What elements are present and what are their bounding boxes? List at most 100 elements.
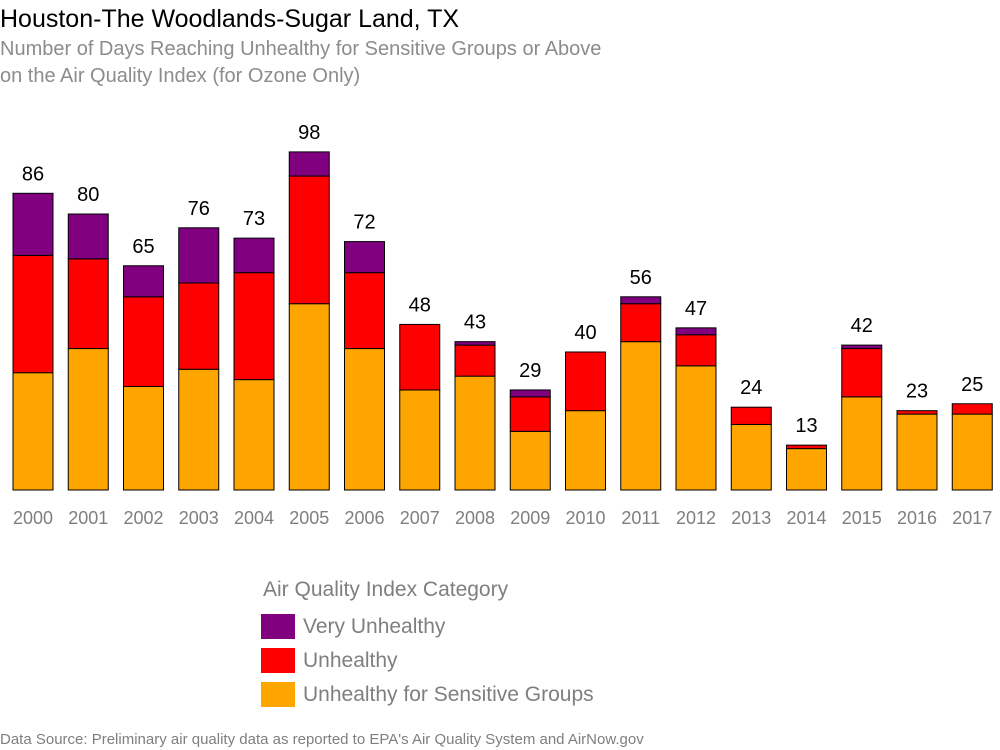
- bar-2014-series-0: [786, 448, 827, 491]
- bar-2015-series-1: [841, 348, 883, 398]
- bar-2012-series-2: [675, 327, 717, 336]
- total-label-2015: 42: [851, 315, 873, 337]
- bar-2008-series-1: [454, 344, 496, 377]
- total-label-2009: 29: [519, 360, 541, 382]
- legend-items: Very Unhealthy Unhealthy Unhealthy for Sen…: [261, 614, 594, 707]
- x-tick-label-2004: 2004: [234, 508, 274, 528]
- legend-label-2: Unhealthy for Sensitive Groups: [303, 683, 594, 706]
- bar-2003-series-0: [178, 368, 220, 491]
- legend-label-1: Unhealthy: [303, 649, 398, 672]
- bar-2017-series-1: [951, 403, 993, 415]
- bar-2011-series-0: [620, 341, 662, 491]
- bar-2011-series-2: [620, 296, 662, 305]
- chart-subtitle-line-1: Number of Days Reaching Unhealthy for Se…: [0, 38, 601, 60]
- bar-2003-series-2: [178, 227, 220, 284]
- legend-swatch-1: [261, 648, 295, 673]
- bar-2016-series-0: [896, 413, 938, 491]
- bar-2001-series-0: [67, 348, 109, 491]
- x-tick-label-2006: 2006: [344, 508, 384, 528]
- bar-2009-series-2: [509, 389, 551, 398]
- total-label-2002: 65: [132, 236, 154, 258]
- bar-2015-series-0: [841, 396, 883, 491]
- legend-label-0: Very Unhealthy: [303, 615, 446, 638]
- bar-2001-series-1: [67, 258, 109, 350]
- total-label-2007: 48: [409, 294, 431, 316]
- bar-2013-series-1: [730, 406, 772, 425]
- bar-2016-series-1: [896, 410, 938, 415]
- bar-2009-series-1: [509, 396, 551, 432]
- x-tick-label-2011: 2011: [621, 508, 660, 528]
- x-tick-label-2009: 2009: [510, 508, 550, 528]
- bar-2006-series-1: [344, 272, 385, 350]
- bar-2002-series-0: [123, 386, 164, 491]
- bar-2012-series-1: [675, 334, 717, 367]
- x-tick-label-2015: 2015: [842, 508, 882, 528]
- x-tick-label-2003: 2003: [179, 508, 219, 528]
- total-label-2004: 73: [243, 208, 265, 230]
- bar-2008-series-0: [454, 375, 496, 491]
- bar-2005-series-1: [288, 175, 330, 305]
- x-tick-label-2007: 2007: [400, 508, 440, 528]
- total-label-2000: 86: [22, 163, 44, 185]
- x-tick-label-2000: 2000: [13, 508, 53, 528]
- total-label-2017: 25: [961, 374, 983, 396]
- x-tick-label-2014: 2014: [786, 508, 826, 528]
- bars-layer: [12, 151, 993, 491]
- x-tick-labels-layer: 2000 2001 2002 2003 2004 2005 2006 2007 2008 2009…: [13, 508, 992, 528]
- chart-subtitle-line-2: on the Air Quality Index (for Ozone Only…: [0, 65, 360, 87]
- total-label-2013: 24: [740, 377, 762, 399]
- bar-2000-series-2: [12, 192, 54, 256]
- bar-2009-series-0: [509, 430, 551, 491]
- bar-2003-series-1: [178, 282, 220, 370]
- x-tick-label-2008: 2008: [455, 508, 495, 528]
- total-label-2014: 13: [795, 415, 817, 437]
- x-tick-label-2017: 2017: [952, 508, 992, 528]
- bar-2002-series-1: [123, 296, 164, 387]
- x-tick-label-2001: 2001: [68, 508, 108, 528]
- total-label-2010: 40: [574, 322, 596, 344]
- bar-2006-series-2: [344, 241, 385, 274]
- bar-2017-series-0: [951, 413, 993, 491]
- bar-2007-series-1: [399, 323, 441, 391]
- total-label-2006: 72: [353, 212, 375, 234]
- total-label-2008: 43: [464, 312, 486, 334]
- x-tick-label-2016: 2016: [897, 508, 937, 528]
- bar-2013-series-0: [730, 423, 772, 491]
- x-tick-label-2010: 2010: [565, 508, 605, 528]
- legend-swatch-0: [261, 614, 295, 639]
- bar-2008-series-2: [454, 341, 496, 346]
- bar-2014-series-1: [786, 444, 827, 450]
- total-label-2016: 23: [906, 381, 928, 403]
- total-label-2003: 76: [188, 198, 210, 220]
- bar-2000-series-0: [12, 372, 54, 491]
- bar-2005-series-0: [288, 303, 330, 491]
- bar-2011-series-1: [620, 303, 662, 343]
- x-tick-label-2012: 2012: [676, 508, 716, 528]
- bar-2010-series-1: [565, 351, 606, 412]
- bar-2007-series-0: [399, 389, 441, 491]
- bar-2004-series-1: [233, 272, 275, 381]
- x-tick-label-2005: 2005: [289, 508, 329, 528]
- data-source-note: Data Source: Preliminary air quality dat…: [0, 731, 644, 748]
- bar-2015-series-2: [841, 344, 883, 350]
- bar-2001-series-2: [67, 213, 109, 260]
- total-label-2012: 47: [685, 298, 707, 320]
- total-label-2001: 80: [77, 184, 99, 206]
- x-tick-label-2002: 2002: [123, 508, 163, 528]
- legend-swatch-2: [261, 682, 295, 707]
- x-tick-label-2013: 2013: [731, 508, 771, 528]
- total-label-2011: 56: [630, 267, 652, 289]
- chart-title: Houston-The Woodlands-Sugar Land, TX: [0, 5, 459, 33]
- bar-2005-series-2: [288, 151, 330, 177]
- bar-2004-series-0: [233, 379, 275, 491]
- total-labels-layer: 86 80 65 76 73 98 72 48 43 29 40 56 47 24 13 42 23 25: [22, 122, 984, 437]
- bar-2002-series-2: [123, 265, 164, 298]
- bar-2006-series-0: [344, 348, 385, 491]
- bar-2000-series-1: [12, 254, 54, 374]
- bar-2004-series-2: [233, 237, 275, 274]
- bar-2012-series-0: [675, 365, 717, 491]
- legend-title: Air Quality Index Category: [263, 578, 509, 601]
- total-label-2005: 98: [298, 122, 320, 144]
- legend: Air Quality Index Category Very Unhealth…: [261, 578, 594, 707]
